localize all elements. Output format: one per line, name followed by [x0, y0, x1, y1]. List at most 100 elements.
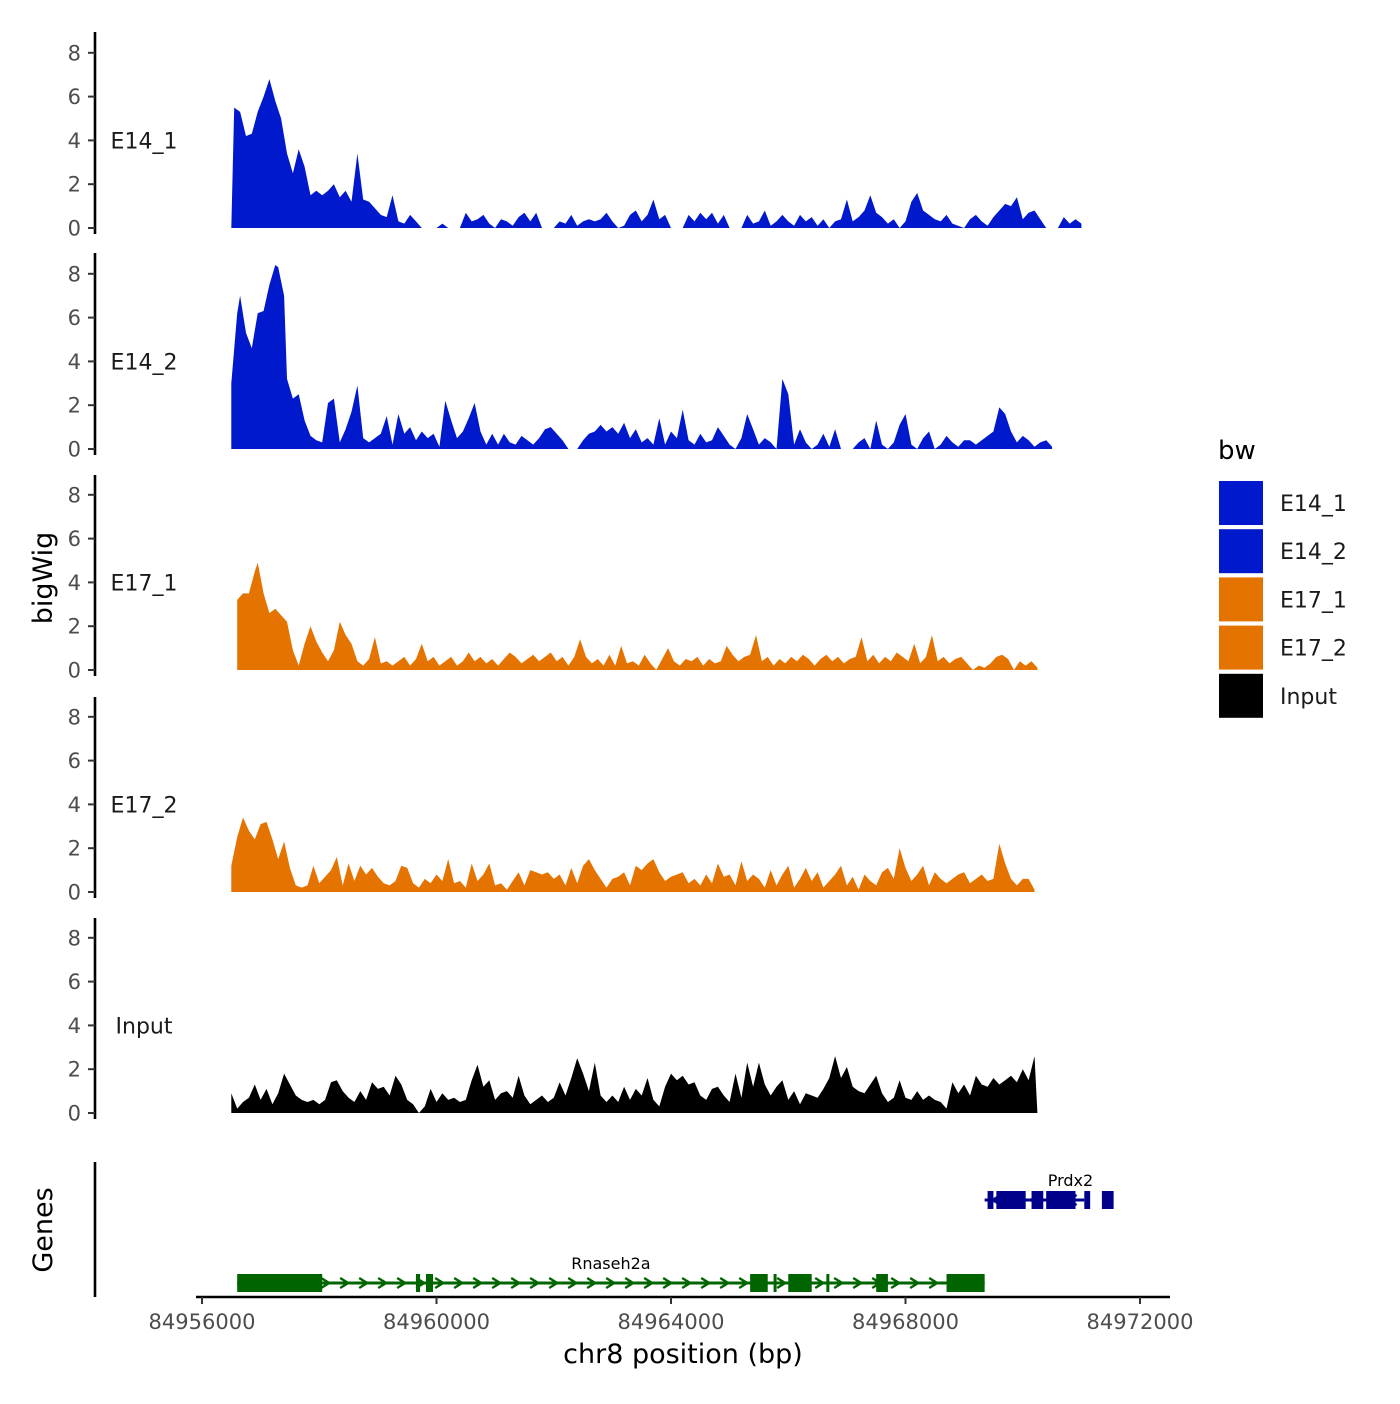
legend-swatch — [1219, 481, 1263, 525]
legend-item-E17_1: E17_1 — [1219, 577, 1347, 622]
strand-arrow — [719, 1276, 731, 1290]
legend-label: E17_2 — [1280, 637, 1347, 662]
track-label: E17_1 — [111, 571, 178, 596]
strand-arrow — [624, 1276, 636, 1290]
strand-arrow — [396, 1276, 408, 1290]
legend-item-E17_2: E17_2 — [1219, 625, 1347, 670]
exon — [415, 1274, 421, 1292]
strand-arrow — [738, 1276, 750, 1290]
y-tick-label: 0 — [68, 659, 81, 683]
coverage-area-E17_2 — [231, 817, 1035, 892]
gene-Rnaseh2a: Rnaseh2a — [237, 1254, 985, 1292]
exon — [876, 1274, 888, 1292]
legend-swatch — [1219, 577, 1263, 622]
exon — [987, 1191, 994, 1209]
x-axis: 84956000 84960000 84964000 84968000 84972000 — [149, 1295, 1194, 1334]
x-tick-label: 84956000 — [149, 1310, 256, 1334]
exon — [1046, 1191, 1076, 1209]
track-label: Input — [116, 1014, 173, 1039]
y-tick-label: 6 — [68, 970, 81, 994]
gene-label: Rnaseh2a — [571, 1254, 650, 1273]
gene-label: Prdx2 — [1048, 1171, 1093, 1190]
strand-arrow — [909, 1276, 921, 1290]
x-tick-label: 84968000 — [852, 1310, 959, 1334]
coverage-area-E14_1 — [231, 79, 1082, 228]
y-tick-label: 8 — [68, 41, 81, 65]
y-tick-label: 4 — [68, 350, 81, 374]
track-label: E14_2 — [111, 350, 178, 375]
legend: bw E14_1 E14_2 E17_1 E17_2 Input — [1218, 436, 1347, 718]
strand-arrow — [320, 1276, 332, 1290]
strand-arrow — [453, 1276, 465, 1290]
exon — [773, 1274, 777, 1292]
strand-arrow — [491, 1276, 503, 1290]
strand-arrow — [643, 1276, 655, 1290]
legend-item-E14_2: E14_2 — [1219, 529, 1347, 574]
strand-arrow — [548, 1276, 560, 1290]
legend-title: bw — [1218, 436, 1256, 466]
y-tick-label: 8 — [68, 262, 81, 286]
track-E17_2: 0 2 4 6 8 E17_2 — [68, 697, 1035, 905]
y-tick-label: 0 — [68, 217, 81, 241]
track-E17_1: 0 2 4 6 8 E17_1 — [68, 475, 1038, 683]
exon — [996, 1191, 1026, 1209]
track-Input: 0 2 4 6 8 Input — [68, 918, 1038, 1126]
exon — [425, 1274, 433, 1292]
genes-track: Rnaseh2a Prdx2 — [93, 1162, 1114, 1297]
strand-arrow — [586, 1276, 598, 1290]
y-tick-label: 2 — [68, 394, 81, 418]
track-E14_2: 0 2 4 6 8 E14_2 — [68, 253, 1053, 462]
legend-item-Input: Input — [1219, 673, 1337, 718]
y-tick-label: 8 — [68, 705, 81, 729]
legend-label: Input — [1280, 685, 1337, 710]
y-tick-label: 0 — [68, 881, 81, 905]
y-tick-label: 4 — [68, 793, 81, 817]
coverage-area-Input — [231, 1056, 1038, 1113]
strand-arrow — [776, 1276, 788, 1290]
exon — [1031, 1191, 1044, 1209]
legend-swatch — [1219, 625, 1263, 670]
y-tick-label: 2 — [68, 615, 81, 639]
x-tick-label: 84972000 — [1087, 1310, 1194, 1334]
bigwig-tracks: 0 2 4 6 8 E14_1 0 2 4 6 8 E14_2 0 2 4 6 8 E17_1 0 2 4 6 8 E17_2… — [68, 32, 1082, 1126]
y-tick-label: 0 — [68, 438, 81, 462]
strand-arrow — [339, 1276, 351, 1290]
y-tick-label: 2 — [68, 173, 81, 197]
x-tick-label: 84960000 — [383, 1310, 490, 1334]
gene-Prdx2: Prdx2 — [984, 1171, 1114, 1209]
strand-arrow — [510, 1276, 522, 1290]
strand-arrow — [529, 1276, 541, 1290]
strand-arrow — [928, 1276, 940, 1290]
strand-arrow — [605, 1276, 617, 1290]
y-tick-label: 2 — [68, 1058, 81, 1082]
legend-label: E17_1 — [1280, 588, 1347, 613]
strand-arrow — [890, 1276, 902, 1290]
exon — [946, 1274, 985, 1292]
exon — [1101, 1191, 1114, 1209]
legend-swatch — [1219, 673, 1263, 718]
legend-label: E14_2 — [1280, 540, 1347, 565]
track-label: E17_2 — [111, 793, 178, 818]
strand-arrow — [434, 1276, 446, 1290]
x-tick-label: 84964000 — [618, 1310, 725, 1334]
track-E14_1: 0 2 4 6 8 E14_1 — [68, 32, 1082, 241]
coverage-area-E14_2 — [231, 265, 1053, 449]
strand-arrow — [852, 1276, 864, 1290]
exon — [1084, 1191, 1091, 1209]
strand-arrow — [700, 1276, 712, 1290]
legend-item-E14_1: E14_1 — [1219, 481, 1347, 525]
exon — [788, 1274, 812, 1292]
y-tick-label: 4 — [68, 571, 81, 595]
y-tick-label: 6 — [68, 306, 81, 330]
strand-arrow — [814, 1276, 826, 1290]
strand-arrow — [358, 1276, 370, 1290]
y-axis-title: bigWig — [28, 532, 59, 625]
y-tick-label: 4 — [68, 1014, 81, 1038]
legend-label: E14_1 — [1280, 492, 1347, 517]
legend-swatch — [1219, 529, 1263, 574]
genes-axis-title: Genes — [28, 1187, 59, 1272]
y-tick-label: 2 — [68, 837, 81, 861]
y-tick-label: 0 — [68, 1102, 81, 1126]
